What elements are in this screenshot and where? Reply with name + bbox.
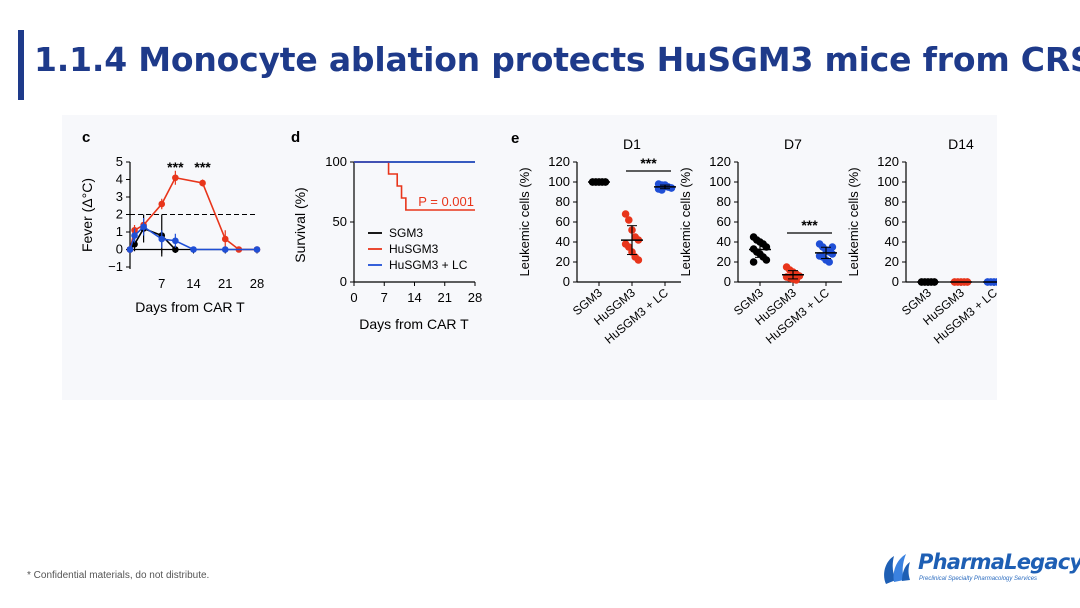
panel-e-data-point [625,216,633,224]
panel-d-x-tick-label: 7 [381,290,388,305]
panel-c-x-tick-label: 7 [158,276,165,291]
panel-c-data-point [253,246,261,253]
panel-d-legend-label: HuSGM3 [389,242,439,256]
panel-e-data-point [634,256,643,264]
panel-c-x-tick-label: 21 [218,276,232,291]
panel-c-data-point [131,232,138,239]
panel-e-y-tick-label: 20 [885,254,899,269]
panel-d-y-tick-label: 100 [325,154,347,169]
panel-e-y-tick-label: 40 [556,234,570,249]
panel-e-data-point [825,258,833,266]
panel-c-significance: *** [194,159,211,175]
panel-c-data-point [172,237,179,245]
panel-e-y-tick-label: 0 [724,274,731,289]
panel-e-y-label: Leukemic cells (%) [846,167,861,276]
panel-c-data-point [126,246,134,253]
panel-c-data-point [172,246,179,253]
panel-e-subplot-title: D7 [784,136,802,152]
panel-e-y-tick-label: 120 [877,154,899,169]
panel-e-y-label: Leukemic cells (%) [517,167,532,276]
panel-c-data-point [140,223,147,231]
panel-c-data-point [172,174,179,182]
panel-c-label: c [82,129,90,146]
panel-e-data-point [828,243,837,251]
panel-c-data-point [199,179,206,187]
panel-e-y-tick-label: 80 [885,194,899,209]
panel-e-y-tick-label: 60 [885,214,899,229]
panel-c-y-tick-label: 3 [116,189,123,204]
panel-e-data-point [621,210,630,218]
panel-d-label: d [291,129,300,146]
confidential-note: * Confidential materials, do not distrib… [27,570,210,581]
panel-c-significance: *** [167,159,184,175]
panel-e-subplot-title: D14 [948,136,974,152]
panel-c-y-label: Fever (Δ°C) [79,178,95,252]
panel-e-y-tick-label: 0 [563,274,570,289]
panel-e-significance: *** [640,155,657,171]
panel-e-data-point [667,184,676,192]
figure-svg: c −1 0 1 2 3 4 5 7 14 21 28 Days from CAR T Fever (Δ°… [79,129,997,347]
panel-e-data-point [792,276,800,284]
panel-c-y-tick-label: 2 [116,207,123,222]
panel-c-series-line [129,225,257,251]
panel-c-data-point [221,235,229,243]
panel-c-data-point [158,235,166,243]
slide-title: 1.1.4 Monocyte ablation protects HuSGM3 … [34,40,1080,79]
panel-d-x-tick-label: 21 [438,290,452,305]
panel-c-x-tick-label: 14 [186,276,200,291]
panel-e-y-tick-label: 100 [548,174,570,189]
panel-d-pvalue: P = 0.001 [418,194,474,209]
panel-c-y-tick-label: 0 [116,242,123,257]
panel-c-y-tick-label: 1 [116,224,123,239]
logo-mark-icon [884,554,910,584]
panel-e-significance: *** [801,217,818,233]
panel-e-label: e [511,130,519,147]
panel-e-y-tick-label: 20 [717,254,731,269]
pharmalegacy-logo: PharmaLegacy Preclinical Specialty Pharm… [880,548,1080,588]
panel-e-y-label: Leukemic cells (%) [678,167,693,276]
panel-c-x-tick-label: 28 [250,276,264,291]
panel-e-y-tick-label: 80 [556,194,570,209]
panel-d-y-tick-label: 0 [340,274,347,289]
panel-c-y-tick-label: 5 [116,154,123,169]
panel-d-y-tick-label: 50 [333,214,347,229]
panel-e-y-tick-label: 0 [892,274,899,289]
title-accent-bar [18,30,24,100]
panel-e-data-point [749,258,758,266]
panel-c-y-tick-label: −1 [108,259,123,274]
panel-d-x-tick-label: 0 [350,290,357,305]
panel-d-legend-label: SGM3 [389,226,423,240]
panel-c-data-point [158,200,166,208]
panel-e-data-point [762,256,771,264]
figure-panel: c −1 0 1 2 3 4 5 7 14 21 28 Days from CAR T Fever (Δ°… [62,115,997,400]
panel-e-y-tick-label: 100 [877,174,899,189]
panel-e-y-tick-label: 60 [556,214,570,229]
panel-d-x-label: Days from CAR T [359,316,469,332]
panel-e-y-tick-label: 80 [717,194,731,209]
panel-e-y-tick-label: 40 [717,234,731,249]
panel-d-x-tick-label: 28 [468,290,482,305]
panel-e-y-tick-label: 20 [556,254,570,269]
panel-e-subplot-title: D1 [623,136,641,152]
panel-d-x-tick-label: 14 [407,290,421,305]
panel-c-data-point [190,246,197,253]
logo-tagline: Preclinical Specialty Pharmacology Servi… [919,576,1038,582]
panel-e-y-tick-label: 120 [548,154,570,169]
panel-d-legend-label: HuSGM3 + LC [389,258,468,272]
panel-e-data-point [828,250,837,258]
panel-e-y-tick-label: 60 [717,214,731,229]
panel-c-x-label: Days from CAR T [135,299,245,315]
panel-c-y-tick-label: 4 [116,172,123,187]
panel-c-series-line [129,176,257,251]
panel-d-series-line [354,161,475,211]
logo-name: PharmaLegacy [918,550,1080,574]
panel-e-y-tick-label: 120 [709,154,731,169]
panel-d-y-label: Survival (%) [292,187,308,262]
panel-e-y-tick-label: 100 [709,174,731,189]
panel-c-data-point [221,246,229,253]
panel-e-y-tick-label: 40 [885,234,899,249]
